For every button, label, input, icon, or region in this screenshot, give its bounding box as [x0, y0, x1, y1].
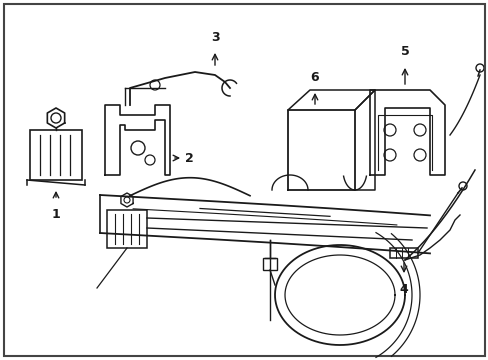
- Bar: [107, 210, 147, 248]
- Text: 4: 4: [399, 283, 407, 296]
- Text: 5: 5: [400, 45, 408, 58]
- Bar: [263, 258, 276, 270]
- Bar: [389, 248, 417, 258]
- Text: 2: 2: [184, 152, 193, 165]
- Bar: [30, 130, 82, 180]
- Text: 6: 6: [310, 71, 319, 84]
- Text: 1: 1: [52, 208, 60, 221]
- Text: 3: 3: [210, 31, 219, 44]
